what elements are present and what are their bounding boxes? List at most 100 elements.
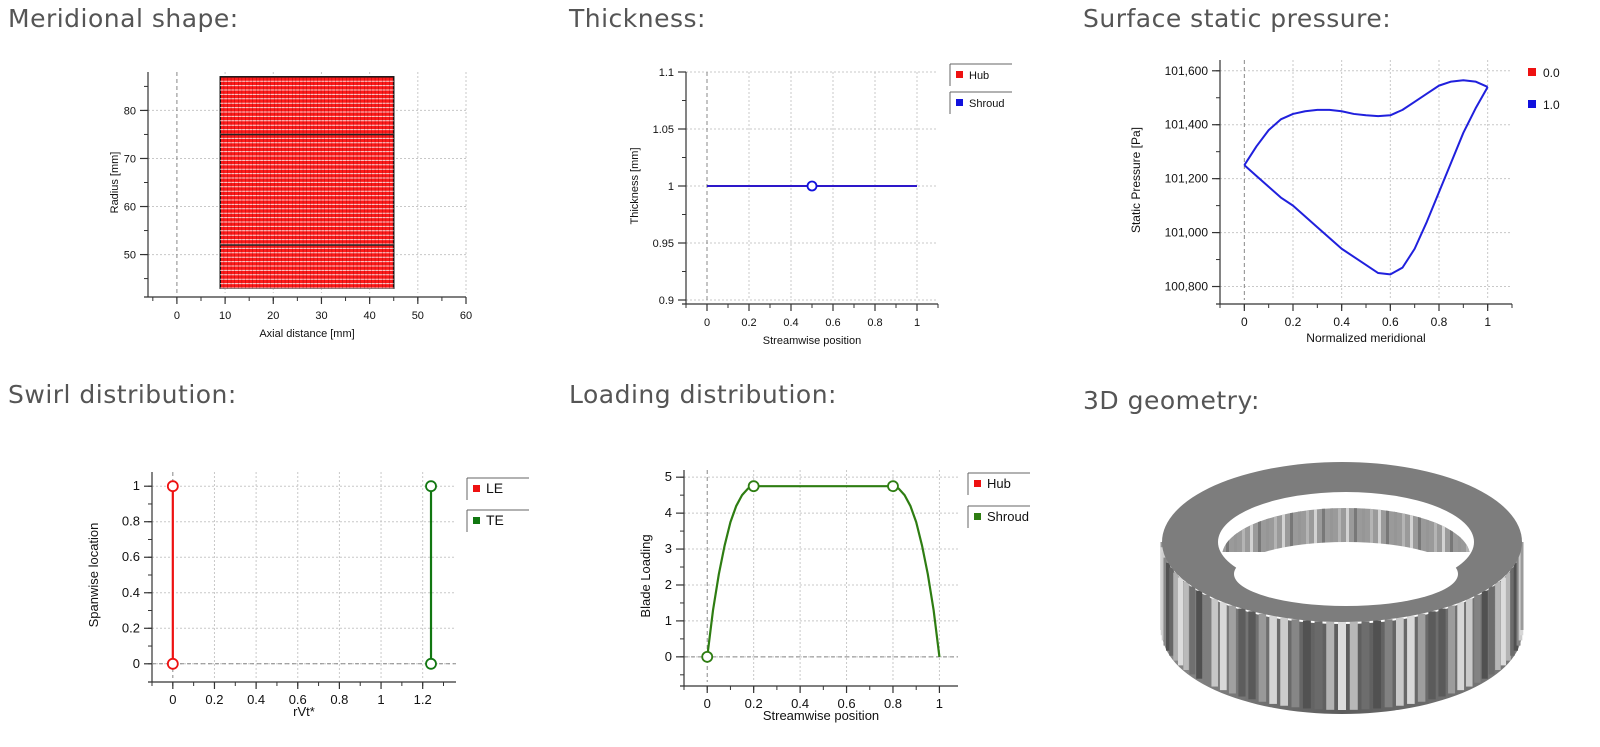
x-tick-label: 1	[914, 317, 920, 329]
blade-strip	[1314, 621, 1323, 710]
x-tick-label: 10	[219, 310, 231, 322]
blade-strip	[1407, 615, 1415, 704]
legend-label: LE	[486, 480, 503, 496]
blade-strip	[1510, 567, 1515, 656]
blade-strip	[1228, 605, 1236, 694]
x-tick-label: 0.4	[1333, 315, 1350, 329]
series-line-1-0	[1243, 79, 1489, 166]
title-swirl: Swirl distribution:	[8, 380, 237, 409]
inner-blade-strip	[1346, 508, 1349, 552]
legend-swatch	[1528, 68, 1536, 76]
legend-swatch	[974, 480, 981, 487]
inner-blade-strip	[1442, 508, 1445, 552]
data-point	[747, 480, 760, 493]
x-tick-label: 0	[174, 310, 180, 322]
blade-strip	[1495, 582, 1501, 670]
y-tick-label: 101,000	[1165, 226, 1209, 240]
y-axis-label: Thickness [mm]	[629, 147, 641, 224]
blade-strip	[1505, 572, 1511, 661]
legend-swatch	[473, 485, 480, 492]
y-tick-label: 0.6	[122, 549, 140, 564]
blade-strip	[1520, 542, 1524, 630]
y-tick-label: 70	[124, 153, 136, 165]
x-tick-label: 40	[364, 310, 376, 322]
blade-strip	[1466, 598, 1473, 687]
x-tick-label: 1	[377, 692, 384, 707]
ring-hole-floor	[1234, 542, 1458, 606]
x-tick-label: 1.2	[414, 692, 432, 707]
axes: 0 0.2 0.4 0.6 0.8 1 100,800 101,000 101,200 101,4…	[1129, 60, 1513, 345]
blade-strip	[1438, 608, 1446, 697]
inner-blade-strip	[1330, 508, 1333, 552]
inner-blade-strip	[1426, 508, 1429, 552]
y-tick-label: 0.9	[659, 295, 674, 307]
impeller-ring	[1160, 462, 1524, 714]
title-pressure: Surface static pressure:	[1083, 4, 1392, 33]
y-tick-label: 0.8	[122, 514, 140, 529]
blade-strip	[1173, 572, 1179, 661]
inner-blade-strip	[1266, 508, 1269, 552]
y-tick-label: 1	[665, 613, 672, 628]
blade-strip	[1269, 615, 1277, 704]
blade-strip	[1481, 590, 1488, 679]
legend-swatch	[473, 517, 480, 524]
x-tick-label: 60	[460, 310, 472, 322]
data-point	[166, 480, 179, 493]
meridional-mesh	[220, 76, 394, 289]
x-tick-label: 0.4	[791, 696, 809, 711]
x-tick-label: 0	[704, 696, 711, 711]
y-axis-label: Static Pressure [Pa]	[1129, 127, 1143, 233]
blade-strip	[1163, 557, 1168, 646]
y-tick-label: 0.95	[653, 238, 674, 250]
blade-strip	[1169, 567, 1174, 656]
x-tick-label: 0.2	[741, 317, 756, 329]
data-point	[887, 480, 899, 493]
inner-blade-strip	[1362, 508, 1365, 552]
y-tick-label: 101,600	[1165, 64, 1209, 78]
inner-blade-strip	[1242, 508, 1245, 552]
legend: Hub Shroud	[949, 63, 1012, 114]
y-tick-label: 0.2	[122, 620, 140, 635]
blade-strip	[1500, 577, 1507, 666]
x-tick-label: 0.4	[247, 692, 265, 707]
y-tick-label: 0	[665, 649, 672, 664]
x-tick-label: 20	[267, 310, 279, 322]
x-tick-label: 0.8	[884, 696, 902, 711]
x-tick-label: 0	[704, 317, 710, 329]
blade-strip	[1373, 620, 1382, 709]
y-tick-label: 0.4	[122, 585, 140, 600]
legend-swatch	[1528, 100, 1536, 108]
y-tick-label: 101,200	[1165, 172, 1209, 186]
y-tick-label: 4	[665, 505, 672, 520]
axes: 0 0.2 0.4 0.6 0.8 1 0 1 2 3 4 5 Streamwise position B…	[638, 469, 958, 723]
title-thickness: Thickness:	[569, 4, 706, 33]
x-tick-label: 0.2	[1285, 315, 1302, 329]
legend-label: Shroud	[987, 509, 1029, 524]
blade-strip	[1457, 602, 1465, 691]
inner-blade-strip	[1274, 508, 1277, 552]
blade-strip	[1219, 602, 1227, 691]
legend-label: Hub	[969, 70, 989, 82]
blade-strip	[1177, 577, 1184, 666]
y-tick-label: 3	[665, 541, 672, 556]
inner-blade-strip	[1370, 508, 1373, 552]
inner-blade-strip	[1354, 508, 1357, 552]
x-axis-label: Axial distance [mm]	[259, 328, 354, 340]
blade-strip	[1349, 621, 1358, 710]
data-point	[166, 657, 179, 670]
blade-strip	[1189, 586, 1196, 675]
y-tick-label: 2	[665, 577, 672, 592]
y-tick-label: 100,800	[1165, 280, 1209, 294]
y-tick-label: 80	[124, 105, 136, 117]
blade-strip	[1258, 613, 1267, 702]
inner-blade-strip	[1314, 508, 1317, 552]
legend-label: TE	[486, 512, 504, 528]
inner-blade-strip	[1322, 508, 1325, 552]
axes: 0 0.2 0.4 0.6 0.8 1 1.2 0 0.2 0.4 0.6 0.8 1 rVt* Spanw…	[86, 472, 456, 719]
x-tick-label: 0	[169, 692, 176, 707]
